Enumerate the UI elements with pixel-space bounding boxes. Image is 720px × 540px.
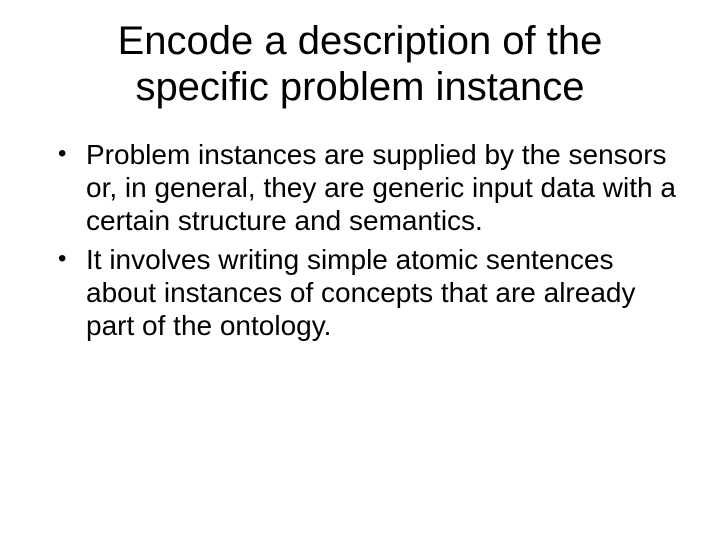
list-item: Problem instances are supplied by the se…: [58, 138, 680, 237]
list-item: It involves writing simple atomic senten…: [58, 243, 680, 342]
bullet-list: Problem instances are supplied by the se…: [40, 138, 680, 342]
slide-title: Encode a description of the specific pro…: [40, 18, 680, 110]
slide: Encode a description of the specific pro…: [0, 0, 720, 540]
